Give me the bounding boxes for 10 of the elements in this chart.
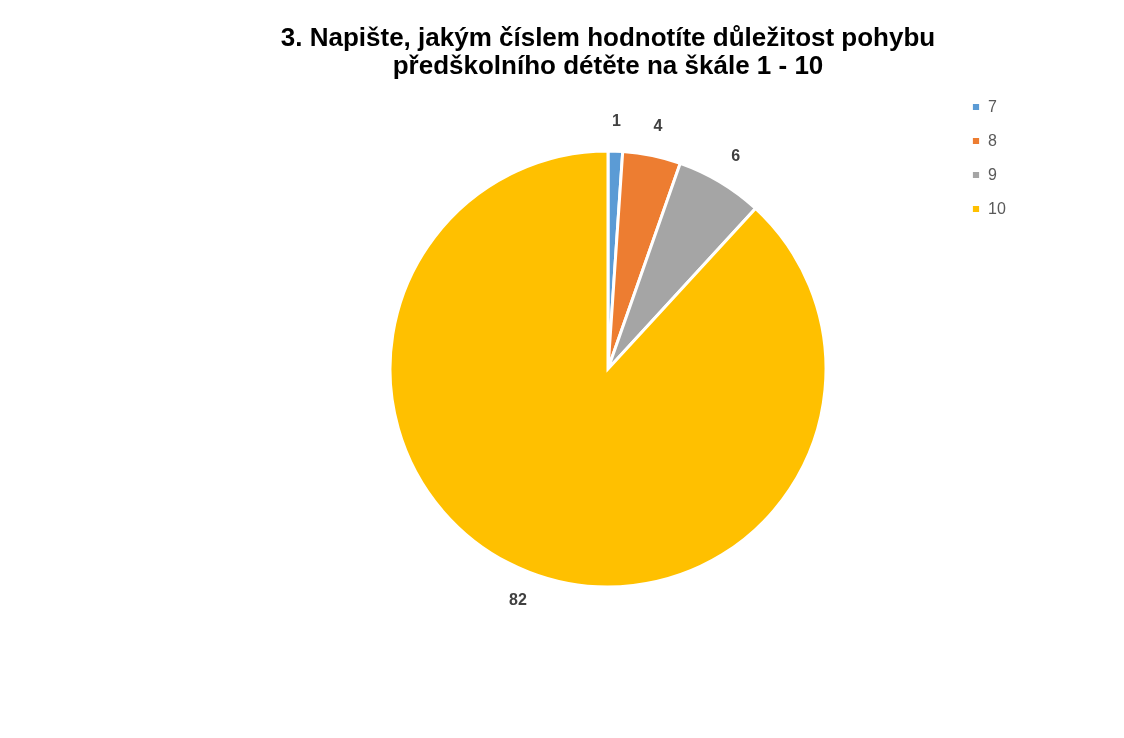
chart-title: 3. Napište, jakým číslem hodnotíte důležitost pohybu předškolního détěte na škále 1 - 10 (280, 22, 936, 80)
data-label: 6 (731, 147, 741, 165)
pie-slice (388, 149, 828, 589)
legend-label: 10 (988, 200, 1006, 217)
legend-label: 8 (988, 132, 997, 149)
legend-label: 7 (988, 98, 997, 115)
data-label: 1 (611, 112, 621, 130)
data-label: 82 (509, 591, 527, 609)
data-label: 4 (653, 117, 663, 135)
legend-label: 9 (988, 166, 997, 183)
